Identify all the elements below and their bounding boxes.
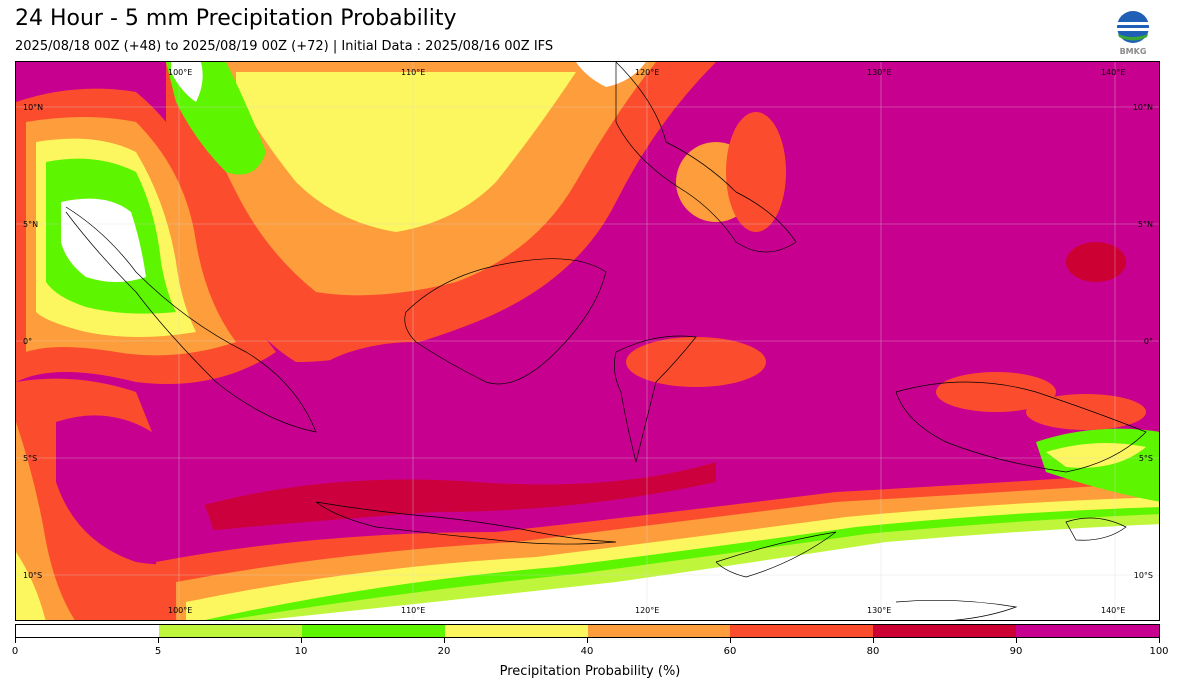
band-20-40-png — [1046, 443, 1146, 468]
colorbar-tick — [15, 638, 16, 643]
colorbar-tick — [730, 638, 731, 643]
graticule — [16, 62, 1159, 620]
colorbar-tick-label: 10 — [294, 646, 308, 657]
colorbar-tick — [1016, 638, 1017, 643]
lon-label-110-top: 110°E — [401, 68, 426, 77]
colorbar-title: Precipitation Probability (%) — [499, 664, 681, 679]
lat-label-10n-left: 10°N — [23, 103, 44, 112]
band-0-5-west — [61, 198, 146, 282]
colorbar-tick-label: 20 — [437, 646, 451, 657]
colorbar-tick-label: 100 — [1149, 646, 1169, 657]
map-title: 24 Hour - 5 mm Precipitation Probability — [15, 6, 457, 31]
lat-label-0-right: 0° — [1143, 337, 1153, 346]
lat-label-10s-right: 10°S — [1133, 571, 1153, 580]
probability-map: 100°E 110°E 120°E 130°E 140°E 100°E 110°… — [15, 61, 1160, 621]
colorbar-segment — [587, 625, 731, 637]
colorbar-segment — [1016, 625, 1159, 637]
colorbar-tick — [873, 638, 874, 643]
logo-text: BMKG — [1120, 47, 1147, 56]
blob-red-east2 — [1026, 394, 1146, 430]
colorbar-tick — [158, 638, 159, 643]
lat-label-5n-right: 5°N — [1137, 220, 1153, 229]
blob-crimson — [1066, 242, 1126, 282]
map-field — [16, 62, 1159, 620]
band-20-40 — [236, 72, 576, 232]
lon-label-100-bottom: 100°E — [168, 606, 193, 615]
band-0-5-south — [264, 524, 1159, 620]
colorbar-tick — [587, 638, 588, 643]
lat-label-5n-left: 5°N — [23, 220, 39, 229]
lat-label-10n-right: 10°N — [1132, 103, 1153, 112]
colorbar-segment — [16, 625, 159, 637]
colorbar-segment — [873, 625, 1017, 637]
band-80-100-sw — [56, 415, 216, 565]
lat-label-5s-right: 5°S — [1138, 454, 1153, 463]
lon-label-110-bottom: 110°E — [401, 606, 426, 615]
colorbar-tick — [301, 638, 302, 643]
colorbar-tick-label: 90 — [1009, 646, 1023, 657]
colorbar-tick-label: 60 — [723, 646, 737, 657]
band-0-5-ne — [576, 62, 646, 87]
lon-label-120-top: 120°E — [635, 68, 660, 77]
lat-label-10s-left: 10°S — [23, 571, 43, 580]
map-subtitle: 2025/08/18 00Z (+48) to 2025/08/19 00Z (… — [15, 39, 554, 54]
colorbar-segment — [730, 625, 874, 637]
lon-label-130-top: 130°E — [867, 68, 892, 77]
colorbar — [15, 624, 1160, 638]
colorbar-tick-label: 5 — [154, 646, 162, 657]
colorbar-tick — [444, 638, 445, 643]
lat-label-0-left: 0° — [23, 337, 33, 346]
colorbar-tick — [1159, 638, 1160, 643]
blob-magenta-borneo — [436, 332, 616, 472]
lon-label-130-bottom: 130°E — [867, 606, 892, 615]
colorbar-tick-label: 80 — [866, 646, 880, 657]
lon-label-140-top: 140°E — [1101, 68, 1126, 77]
colorbar-segment — [158, 625, 302, 637]
lat-label-5s-left: 5°S — [23, 454, 38, 463]
colorbar-segment — [301, 625, 445, 637]
band-20-40-sw — [16, 552, 46, 620]
blob-red-sulawesi — [626, 337, 766, 387]
colorbar-tick-label: 40 — [580, 646, 594, 657]
coastlines — [65, 62, 1147, 620]
band-40-60-sw — [16, 422, 75, 620]
bmkg-globe-icon: BMKG — [1114, 10, 1152, 56]
lon-label-100-top: 100°E — [168, 68, 193, 77]
colorbar-segment — [444, 625, 588, 637]
colorbar-tick-label: 0 — [11, 646, 19, 657]
blob-red-ph — [726, 112, 786, 232]
lon-label-120-bottom: 120°E — [635, 606, 660, 615]
lon-label-140-bottom: 140°E — [1101, 606, 1126, 615]
